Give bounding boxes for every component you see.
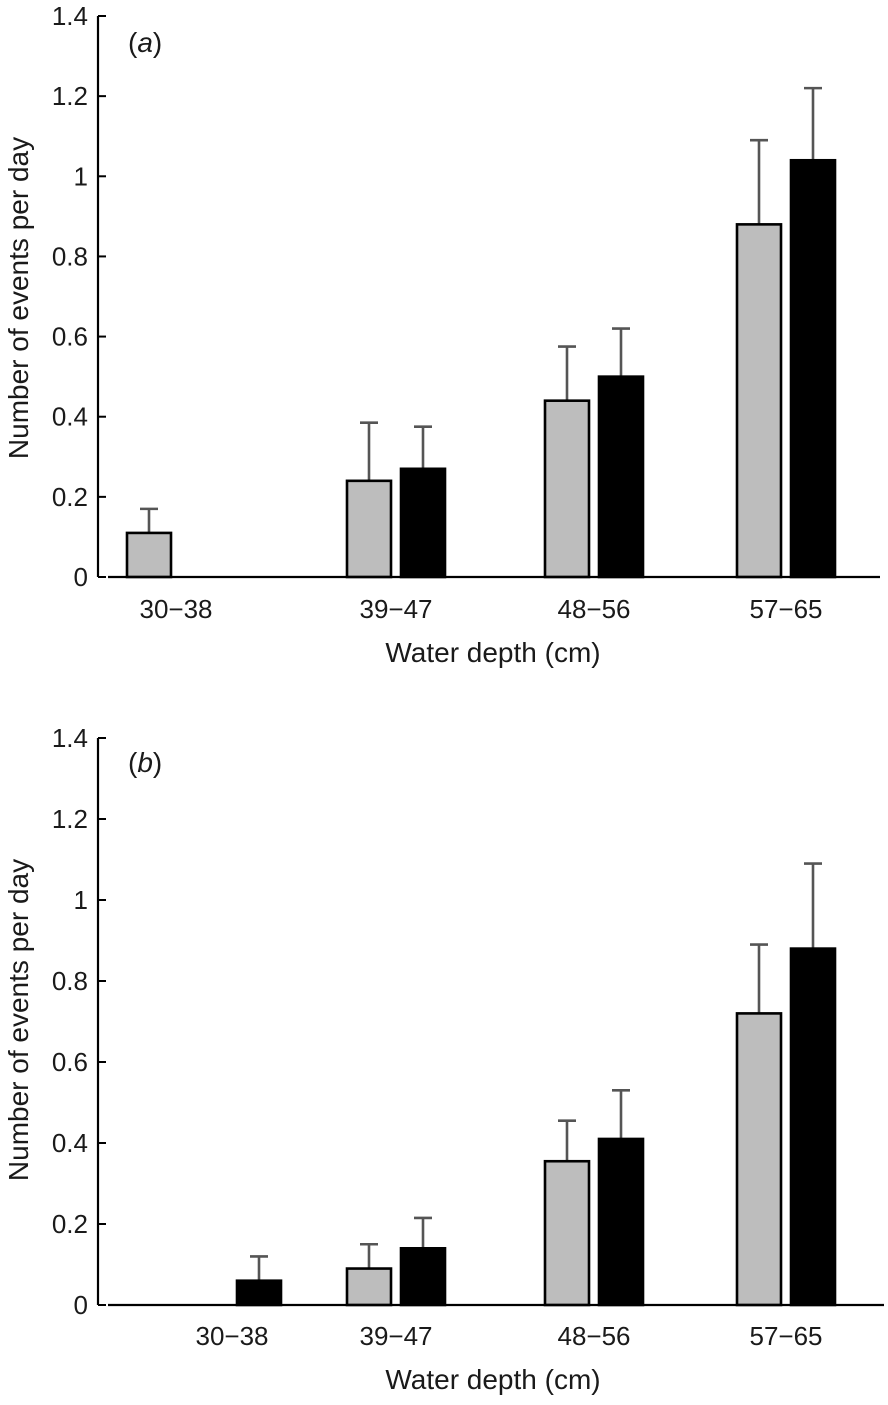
bar: [543, 1159, 591, 1307]
y-axis-title: Number of events per day: [3, 859, 34, 1181]
chart-marks: 0 0.2 0.4 0.6 0.8 1 1.2 1.4 30−38 39−47 48−56 57−65: [52, 1, 880, 624]
x-tick-label: 48−56: [557, 1321, 630, 1351]
x-tick-label: 39−47: [359, 1321, 432, 1351]
bar: [235, 1279, 283, 1307]
bar: [735, 223, 783, 579]
x-axis-title: Water depth (cm): [385, 637, 600, 668]
y-tick-label: 1: [74, 885, 88, 915]
bar: [597, 375, 645, 579]
panel-label-letter: a: [137, 27, 153, 58]
y-tick-label: 1.4: [52, 723, 88, 753]
y-tick-label: 0.8: [52, 966, 88, 996]
x-tick-label: 30−38: [139, 594, 212, 624]
chart-panel-a: 0 0.2 0.4 0.6 0.8 1 1.2 1.4 30−38 39−47 48−56 57−65…: [3, 1, 880, 668]
bar: [399, 1247, 447, 1307]
x-tick-label: 48−56: [557, 594, 630, 624]
y-tick-label: 1: [74, 161, 88, 191]
x-tick-label: 39−47: [359, 594, 432, 624]
y-tick-label: 1.2: [52, 804, 88, 834]
x-tick-label: 57−65: [749, 594, 822, 624]
bar: [789, 158, 837, 579]
chart-marks: 0 0.2 0.4 0.6 0.8 1 1.2 1.4 30−38 39−47 48−56 57−65: [52, 723, 884, 1351]
y-tick-label: 0.8: [52, 241, 88, 271]
x-tick-label: 30−38: [195, 1321, 268, 1351]
panel-label: (a): [128, 27, 162, 58]
y-tick-label: 0.4: [52, 1128, 88, 1158]
panel-label: (b): [128, 747, 162, 778]
y-tick-label: 0.6: [52, 322, 88, 352]
bar: [345, 479, 393, 579]
bar: [543, 399, 591, 579]
y-axis-title: Number of events per day: [3, 137, 34, 459]
bar: [125, 531, 173, 579]
bar: [735, 1012, 783, 1307]
y-tick-label: 0.2: [52, 482, 88, 512]
y-tick-label: 0: [74, 562, 88, 592]
y-tick-label: 0: [74, 1290, 88, 1320]
y-tick-label: 0.6: [52, 1047, 88, 1077]
bar: [597, 1137, 645, 1307]
x-axis-title: Water depth (cm): [385, 1364, 600, 1395]
y-tick-label: 1.4: [52, 1, 88, 31]
x-tick-label: 57−65: [749, 1321, 822, 1351]
y-tick-label: 0.4: [52, 402, 88, 432]
chart-panel-b: 0 0.2 0.4 0.6 0.8 1 1.2 1.4 30−38 39−47 48−56 57−65…: [3, 723, 884, 1395]
bar: [789, 947, 837, 1307]
y-tick-label: 0.2: [52, 1209, 88, 1239]
y-tick-label: 1.2: [52, 81, 88, 111]
panel-label-letter: b: [137, 747, 153, 778]
bar: [345, 1267, 393, 1307]
bar: [399, 467, 447, 579]
